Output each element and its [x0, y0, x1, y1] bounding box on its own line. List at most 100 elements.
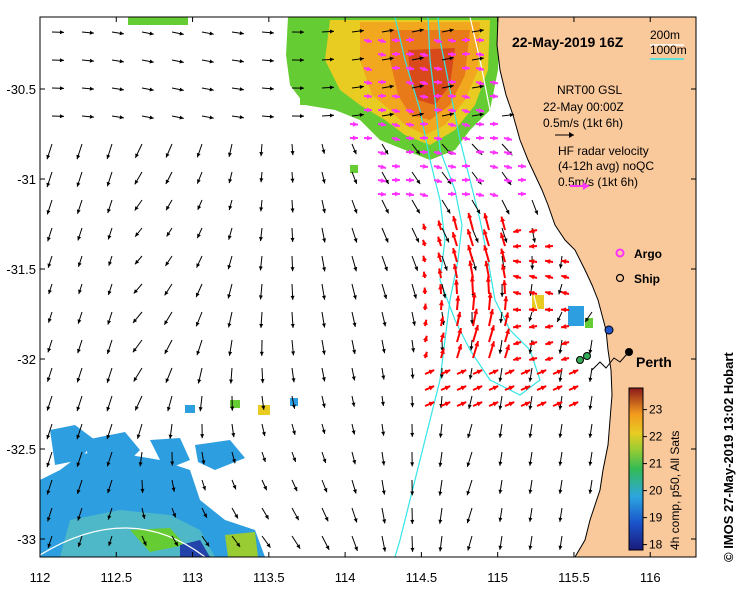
model-arrow: [165, 255, 173, 267]
model-arrow: [441, 56, 454, 61]
model-arrow: [77, 339, 83, 354]
model-arrow: [171, 115, 184, 120]
model-arrow: [321, 507, 329, 522]
radar-arrow-north: [461, 177, 470, 183]
radar-arrow-south: [471, 292, 477, 311]
model-arrow: [351, 255, 358, 272]
model-arrow: [498, 339, 503, 354]
radar-arrow-south: [423, 335, 428, 343]
x-tick-label: 114: [335, 570, 356, 585]
model-arrow: [76, 479, 83, 495]
radar-arrow-south: [422, 239, 427, 247]
radar-arrow-north: [447, 164, 457, 169]
model-arrow: [197, 199, 203, 211]
model-arrow: [261, 395, 266, 410]
model-arrow: [351, 423, 356, 435]
radar-arrow-north: [433, 93, 442, 99]
model-arrow: [584, 311, 593, 323]
model-arrow: [411, 283, 417, 299]
model-arrow: [47, 311, 53, 323]
radar-arrow-south: [451, 231, 458, 247]
model-arrow: [410, 395, 415, 408]
model-arrow: [351, 57, 364, 62]
model-arrow: [196, 171, 203, 184]
model-arrow: [106, 423, 113, 440]
model-arrow: [381, 84, 394, 89]
radar-arrow-south: [520, 385, 531, 391]
model-arrow: [411, 28, 424, 33]
model-arrow: [588, 423, 593, 438]
radar-arrow-north: [461, 163, 470, 169]
model-arrow: [471, 84, 484, 89]
model-arrow: [141, 31, 154, 36]
model-arrow: [106, 395, 113, 412]
model-arrow: [381, 56, 394, 61]
model-arrow: [558, 451, 563, 466]
model-arrow: [261, 114, 274, 119]
model-arrow: [528, 479, 533, 494]
model-arrow: [231, 423, 236, 438]
radar-arrow-north: [391, 37, 401, 43]
model-arrow: [261, 507, 270, 520]
radar-arrow-south: [512, 307, 522, 313]
model-arrow: [351, 507, 358, 523]
model-arrow: [498, 451, 503, 466]
argo-marker-legend: [615, 248, 625, 258]
radar-arrow-south: [512, 243, 522, 249]
colorbar-ticks: 18 19 20 21 22 23: [643, 403, 663, 552]
radar-arrow-north: [405, 37, 414, 43]
radar-arrow-north: [447, 93, 456, 99]
radar-arrow-south: [552, 369, 563, 375]
model-scale-arrow: [555, 132, 574, 138]
radar-arrow-south: [438, 284, 444, 295]
radar-arrow-north: [405, 80, 415, 86]
model-arrow: [290, 171, 295, 183]
model-arrow: [471, 56, 484, 61]
radar-arrow-south: [437, 236, 442, 247]
model-arrow: [46, 423, 53, 440]
radar-arrow-north: [377, 150, 387, 156]
radar-arrow-north: [475, 135, 484, 141]
isobath-1000m-label: 1000m: [650, 43, 687, 57]
radar-arrow-south: [422, 255, 428, 263]
model-arrow: [471, 112, 484, 117]
model-arrow: [77, 535, 83, 548]
radar-arrow-north: [503, 178, 513, 183]
radar-arrow-south: [561, 340, 570, 346]
model-arrow: [111, 31, 124, 36]
radar-arrow-south: [561, 290, 570, 296]
model-arrow: [321, 395, 326, 408]
model-arrow: [321, 255, 327, 272]
model-arrow: [228, 339, 233, 356]
radar-arrow-south: [513, 340, 522, 346]
model-arrow: [231, 31, 244, 36]
model-arrow: [498, 367, 503, 382]
model-arrow: [164, 283, 173, 296]
radar-arrow-south: [500, 264, 506, 279]
radar-arrow-north: [489, 192, 499, 198]
plot-frame: [39, 16, 697, 558]
model-arrow: [134, 227, 143, 237]
radar-arrow-south: [561, 274, 570, 280]
radar-arrow-north: [489, 164, 499, 170]
y-tick-label: -31: [17, 172, 36, 187]
model-arrow: [291, 535, 301, 549]
model-arrow: [291, 423, 296, 436]
model-arrow: [261, 30, 274, 35]
model-arrow: [500, 283, 505, 297]
radar-arrow-north: [363, 135, 372, 141]
x-tick-label: 115.5: [558, 570, 590, 585]
radar-arrow-south: [469, 276, 475, 295]
model-date-label: 22-May 00:00Z: [543, 100, 624, 114]
model-arrow: [466, 507, 473, 524]
model-arrow: [106, 367, 113, 383]
model-arrow: [381, 171, 390, 185]
radar-arrow-north: [461, 37, 470, 43]
model-arrow: [531, 199, 539, 215]
model-arrow: [261, 423, 266, 437]
argo-label: Argo: [634, 247, 662, 261]
model-arrow: [351, 113, 364, 118]
radar-arrow-south: [423, 351, 428, 359]
model-arrow: [201, 87, 214, 92]
radar-arrow-north: [419, 94, 429, 99]
